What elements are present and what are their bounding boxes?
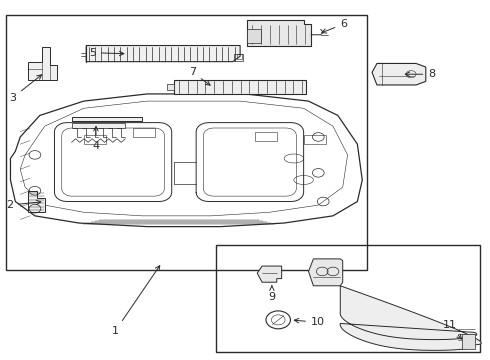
Polygon shape: [340, 286, 481, 350]
Bar: [133, 128, 155, 137]
Text: 5: 5: [89, 48, 124, 58]
Bar: [237, 54, 242, 59]
Polygon shape: [72, 123, 125, 128]
Bar: [255, 132, 277, 140]
Polygon shape: [309, 259, 343, 286]
Text: 4: 4: [93, 126, 99, 151]
Polygon shape: [372, 63, 426, 85]
Bar: [216, 244, 480, 352]
Polygon shape: [174, 80, 306, 94]
Text: 10: 10: [294, 318, 325, 327]
Text: 2: 2: [6, 200, 41, 210]
Bar: [304, 135, 326, 144]
Text: 3: 3: [9, 75, 42, 103]
Text: 11: 11: [443, 320, 462, 339]
Bar: [84, 135, 106, 144]
Bar: [5, 15, 367, 270]
Polygon shape: [257, 266, 282, 282]
Polygon shape: [27, 47, 57, 80]
Text: 7: 7: [189, 67, 210, 85]
Bar: [167, 84, 174, 90]
Polygon shape: [247, 21, 311, 45]
Bar: [234, 54, 243, 61]
Text: 6: 6: [322, 19, 347, 33]
Bar: [247, 29, 261, 43]
Text: 1: 1: [112, 266, 160, 336]
Text: 8: 8: [405, 69, 435, 79]
Polygon shape: [72, 117, 143, 121]
Text: 9: 9: [269, 286, 275, 302]
Polygon shape: [27, 191, 45, 212]
Bar: [463, 334, 475, 348]
Polygon shape: [86, 45, 240, 62]
